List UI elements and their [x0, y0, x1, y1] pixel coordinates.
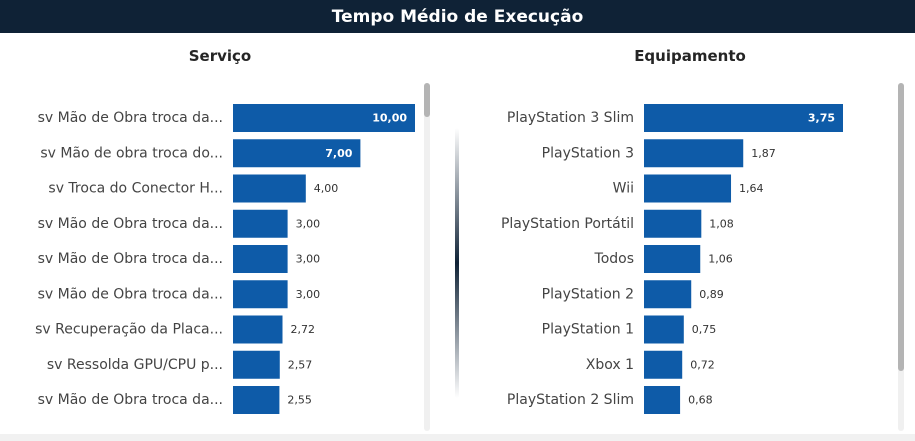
category-label: Todos [594, 251, 634, 267]
category-label: PlayStation 3 Slim [507, 110, 634, 126]
data-label: 0,89 [699, 288, 724, 301]
category-label: PlayStation 2 Slim [507, 392, 634, 408]
data-label: 3,00 [296, 217, 321, 230]
bar[interactable] [233, 209, 288, 238]
equipamento-scrollbar[interactable] [898, 83, 904, 431]
data-label: 1,87 [751, 147, 776, 160]
bar[interactable] [644, 104, 843, 132]
category-label: PlayStation Portátil [501, 216, 634, 232]
category-label: PlayStation 2 [542, 286, 634, 302]
bar[interactable] [233, 139, 361, 168]
data-label: 3,75 [808, 112, 835, 125]
category-label: Xbox 1 [586, 357, 634, 373]
equipamento-panel: Equipamento PlayStation 3 Slim 3,75 PlaySt… [460, 33, 915, 441]
bar[interactable] [233, 386, 280, 414]
data-label: 3,00 [296, 288, 321, 301]
equipamento-bar-chart: PlayStation 3 Slim 3,75 PlayStation 3 1,87 W… [501, 104, 843, 414]
category-label: sv Mão de Obra troca da... [38, 110, 223, 126]
bar[interactable] [644, 245, 701, 273]
servico-chart-title: Serviço [188, 47, 252, 65]
category-label: PlayStation 3 [542, 145, 634, 161]
panel-divider [455, 128, 459, 398]
bar[interactable] [233, 280, 288, 309]
bar[interactable] [644, 174, 732, 203]
data-label: 1,64 [739, 182, 764, 195]
category-label: sv Mão de Obra troca da... [38, 216, 223, 232]
data-label: 2,57 [288, 358, 313, 371]
category-label: sv Mão de Obra troca da... [38, 286, 223, 302]
category-label: sv Ressolda GPU/CPU p... [47, 357, 223, 373]
servico-scroll-thumb[interactable] [424, 83, 430, 117]
servico-bar-chart: sv Mão de Obra troca da... 10,00 sv Mão de… [35, 104, 415, 414]
category-label: Wii [613, 181, 634, 197]
category-label: sv Mão de Obra troca da... [38, 251, 223, 267]
bar[interactable] [644, 315, 684, 344]
equipamento-scroll-thumb[interactable] [898, 83, 904, 371]
data-label: 3,00 [296, 253, 321, 266]
bottom-scroll-strip [0, 434, 915, 441]
data-label: 4,00 [314, 182, 339, 195]
header-title: Tempo Médio de Execução [331, 6, 584, 27]
category-label: sv Mão de Obra troca da... [38, 392, 223, 408]
category-label: sv Troca do Conector H... [48, 181, 223, 197]
servico-scrollbar[interactable] [424, 83, 430, 431]
data-label: 10,00 [372, 112, 407, 125]
bar[interactable] [644, 209, 702, 238]
data-label: 2,55 [287, 394, 312, 407]
chart-header: Tempo Médio de Execução [0, 0, 915, 33]
data-label: 1,06 [708, 253, 733, 266]
data-label: 1,08 [709, 217, 734, 230]
bar[interactable] [644, 139, 744, 168]
servico-panel: Serviço sv Mão de Obra troca da... 10,00 s… [0, 33, 440, 441]
data-label: 0,72 [690, 358, 715, 371]
bar[interactable] [644, 350, 683, 379]
bar[interactable] [644, 386, 681, 414]
category-label: sv Recuperação da Placa... [35, 322, 223, 338]
bar[interactable] [233, 174, 306, 203]
bar[interactable] [233, 350, 280, 379]
category-label: PlayStation 1 [542, 322, 634, 338]
bar[interactable] [644, 280, 692, 309]
data-label: 2,72 [291, 323, 316, 336]
bar[interactable] [233, 315, 283, 344]
data-label: 7,00 [325, 147, 352, 160]
equipamento-chart-title: Equipamento [634, 47, 746, 65]
bar[interactable] [233, 104, 415, 132]
data-label: 0,75 [692, 323, 717, 336]
category-label: sv Mão de obra troca do... [40, 145, 223, 161]
bar[interactable] [233, 245, 288, 273]
data-label: 0,68 [688, 394, 713, 407]
